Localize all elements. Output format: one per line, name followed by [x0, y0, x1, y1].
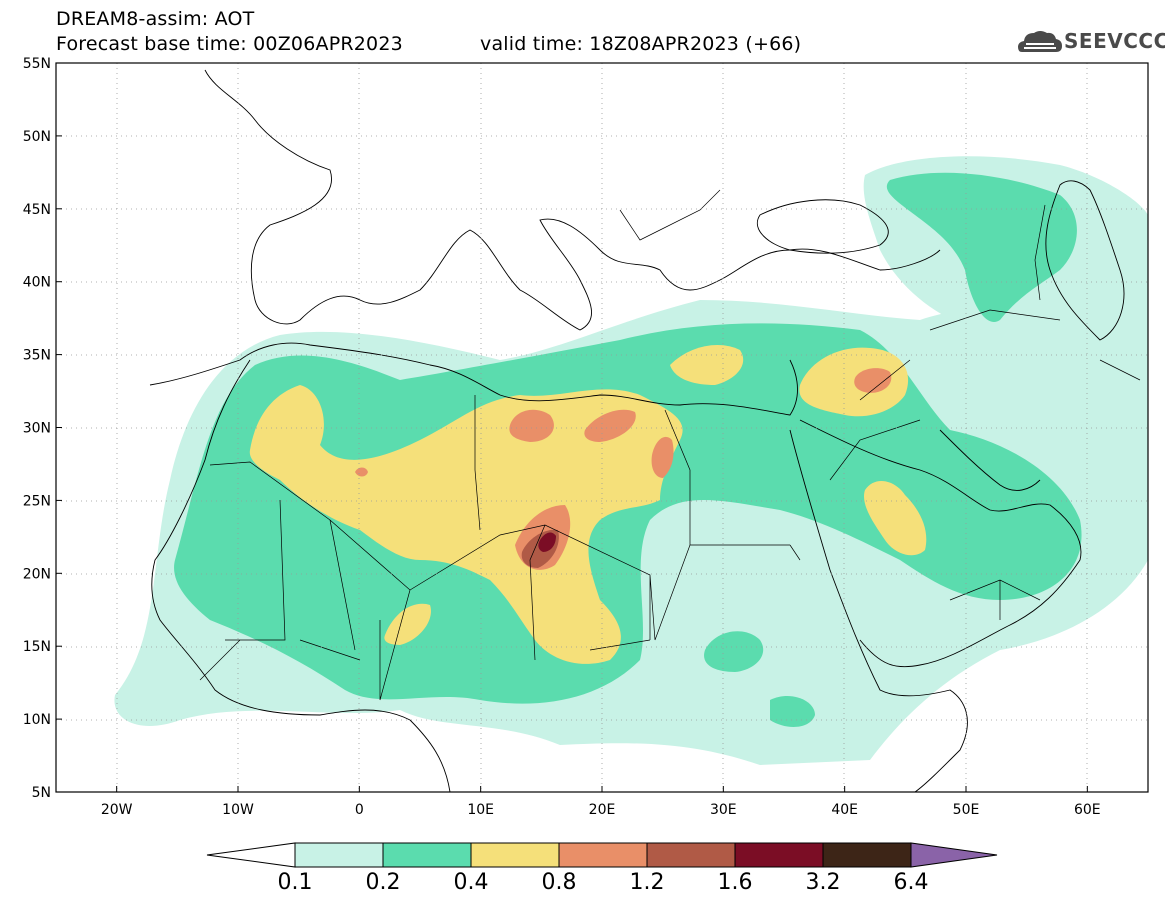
lon-tick-label: 50E [953, 802, 980, 818]
logo-text: SEEVCCC [1064, 29, 1165, 53]
colorbar-label: 0.1 [278, 870, 313, 895]
lat-tick-label: 30N [23, 421, 51, 437]
gridlines [56, 63, 1148, 792]
red-sea-east-africa [789, 429, 968, 792]
colorbar-swatch [646, 842, 736, 868]
colorbar-label: 1.2 [630, 870, 665, 895]
lon-tick-label: 10E [467, 802, 494, 818]
aot-band-0.2-caspian [886, 172, 1077, 322]
lon-tick-label: 20W [101, 802, 133, 818]
lat-tick-label: 35N [23, 348, 51, 364]
aot-shading [114, 156, 1148, 765]
persian-gulf [939, 429, 1041, 491]
colorbar-label: 0.4 [454, 870, 489, 895]
black-sea [757, 199, 889, 254]
lon-tick-label: 10W [222, 802, 254, 818]
colorbar-label: 3.2 [806, 870, 841, 895]
lon-tick-label: 40E [831, 802, 858, 818]
lon-tick-label: 0 [355, 802, 364, 818]
colorbar-swatch [294, 842, 384, 868]
aot-band-0.4-ne-africa [670, 345, 744, 385]
aot-band-0.2-ethiopia [770, 695, 815, 727]
lat-tick-label: 55N [23, 56, 51, 72]
colorbar-swatch [470, 842, 560, 868]
lon-tick-label: 30E [710, 802, 737, 818]
lon-tick-label: 60E [1074, 802, 1101, 818]
aot-band-0.4 [249, 385, 683, 664]
lat-tick-label: 45N [23, 202, 51, 218]
lat-tick-label: 5N [32, 785, 51, 801]
aot-band-0.8-egypt [651, 436, 674, 478]
aot-band-0.8-algeria [355, 467, 368, 477]
aot-band-0.8-iraq [854, 368, 892, 393]
lat-tick-label: 10N [23, 712, 51, 728]
arabia-coast [799, 419, 1082, 668]
colorbar-label: 1.6 [718, 870, 753, 895]
europe-coastline [204, 69, 941, 331]
lat-tick-label: 15N [23, 639, 51, 655]
coastlines-borders [149, 69, 1141, 792]
latitude-axis: 55N 50N 45N 40N 35N 30N 25N 20N 15N 10N 5N [23, 56, 62, 801]
lat-tick-label: 25N [23, 493, 51, 509]
colorbar-swatch [382, 842, 472, 868]
colorbar-above-arrow [910, 842, 998, 868]
colorbar-swatch [734, 842, 824, 868]
colorbar-label: 6.4 [894, 870, 929, 895]
aot-band-0.8-libya-e [584, 409, 636, 442]
longitude-axis: 20W 10W 0 10E 20E 30E 40E 50E 60E [101, 786, 1101, 818]
forecast-base-time: Forecast base time: 00Z06APR2023 [56, 33, 403, 55]
colorbar-below-arrow [206, 842, 296, 868]
lat-tick-label: 40N [23, 275, 51, 291]
africa-west-coast [151, 359, 451, 792]
aot-band-0.4-iraq [799, 347, 909, 417]
africa-north-coast [149, 342, 798, 416]
lat-tick-label: 50N [23, 129, 51, 145]
aot-band-0.2-sudan [704, 631, 764, 672]
aot-band-0.4-arabia [864, 480, 927, 556]
colorbar-swatch [822, 842, 912, 868]
cloud-logo-icon [1018, 31, 1062, 52]
lat-tick-label: 20N [23, 566, 51, 582]
colorbar-label: 0.2 [366, 870, 401, 895]
aot-band-0.8-libya-w [509, 409, 554, 442]
borders [199, 189, 1141, 701]
map-title: DREAM8-assim: AOT [56, 8, 255, 30]
caspian-sea [1045, 180, 1125, 341]
aot-band-1.6-chad [538, 532, 556, 552]
colorbar-label: 0.8 [542, 870, 577, 895]
valid-time: valid time: 18Z08APR2023 (+66) [480, 33, 802, 55]
lon-tick-label: 20E [589, 802, 616, 818]
colorbar: 0.1 0.2 0.4 0.8 1.2 1.6 3.2 6.4 [206, 842, 998, 895]
aot-band-0.4-mali [384, 603, 431, 645]
aot-band-0.2 [174, 323, 1082, 704]
colorbar-swatch [558, 842, 648, 868]
